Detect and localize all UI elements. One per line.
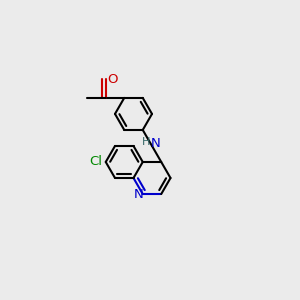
Text: Cl: Cl — [89, 155, 102, 169]
Text: H: H — [142, 137, 150, 147]
Text: O: O — [107, 73, 118, 86]
Text: N: N — [134, 188, 144, 200]
Text: N: N — [151, 137, 161, 151]
